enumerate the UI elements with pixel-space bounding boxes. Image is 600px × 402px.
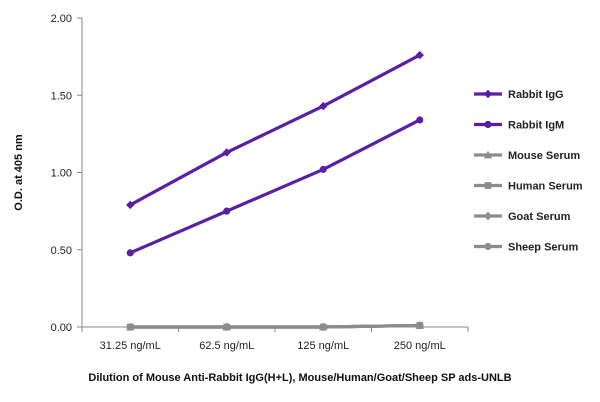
series-line (129, 53, 421, 207)
legend-marker (483, 211, 493, 221)
series-line (130, 323, 420, 329)
y-tick-label: 1.50 (51, 90, 72, 102)
data-point (222, 148, 231, 157)
legend-marker (483, 150, 493, 159)
x-axis-title: Dilution of Mouse Anti-Rabbit IgG(H+L), … (88, 372, 511, 384)
legend-marker (484, 242, 492, 251)
legend-marker (483, 89, 493, 99)
data-point (126, 322, 135, 331)
legend-marker (484, 120, 492, 129)
series-group (126, 50, 424, 332)
x-axis-ticks: 31.25 ng/mL 62.5 ng/mL 125 ng/mL 250 ng/mL (81, 327, 469, 352)
series-rabbit-igm (126, 116, 424, 257)
data-point (416, 116, 424, 124)
x-tick-label: 31.25 ng/mL (100, 340, 161, 352)
y-axis-title: O.D. at 405 nm (13, 134, 25, 211)
x-tick-label: 125 ng/mL (297, 340, 349, 352)
data-point (222, 322, 231, 331)
y-tick-label: 0.00 (51, 322, 72, 334)
y-axis-ticks: 0.00 0.50 1.00 1.50 2.00 (51, 13, 82, 334)
legend-item: Human Serum (474, 181, 583, 193)
data-point (319, 165, 327, 173)
legend: Rabbit IgG Rabbit IgM Mouse Serum Human Ser… (474, 89, 583, 254)
series-line (129, 118, 421, 255)
legend-label: Human Serum (508, 181, 583, 193)
series-rabbit-igg (126, 50, 424, 210)
legend-item: Rabbit IgM (474, 120, 564, 132)
legend-item: Goat Serum (474, 211, 571, 223)
x-tick-label: 250 ng/mL (394, 340, 446, 352)
data-point (319, 322, 328, 331)
legend-item: Rabbit IgG (474, 89, 564, 101)
data-point (415, 321, 424, 329)
data-point (126, 200, 135, 210)
data-point (319, 101, 328, 111)
legend-label: Sheep Serum (508, 242, 579, 254)
legend-marker (484, 182, 492, 189)
series-mouse-serum (126, 321, 424, 331)
legend-label: Goat Serum (508, 211, 571, 223)
y-tick-label: 0.50 (51, 245, 72, 257)
y-tick-label: 2.00 (51, 13, 72, 25)
legend-label: Rabbit IgM (508, 120, 564, 132)
data-point (126, 249, 134, 257)
data-point (223, 207, 231, 215)
legend-item: Mouse Serum (474, 150, 580, 162)
legend-label: Mouse Serum (508, 150, 580, 162)
y-tick-label: 1.00 (51, 168, 72, 180)
x-tick-label: 62.5 ng/mL (199, 340, 254, 352)
legend-item: Sheep Serum (474, 242, 579, 254)
data-point (415, 50, 424, 60)
legend-label: Rabbit IgG (508, 89, 564, 101)
